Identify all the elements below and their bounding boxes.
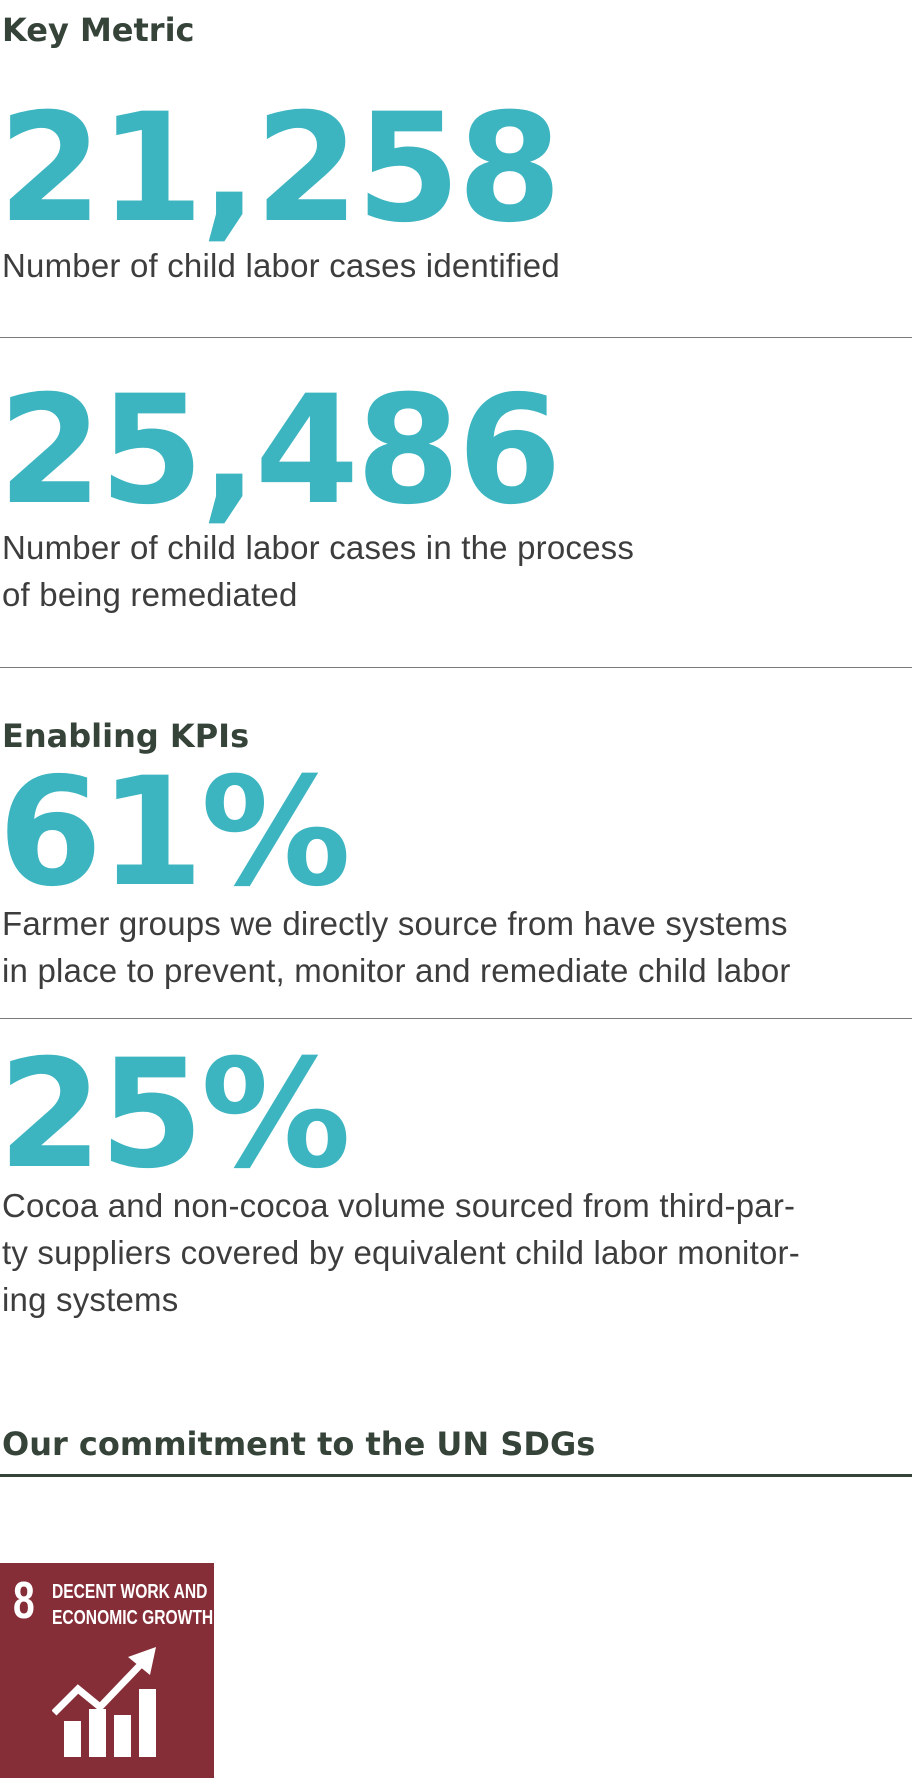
desc-line: in place to prevent, monitor and remedia… [2, 952, 791, 989]
metric-cases-identified-label: Number of child labor cases identified [2, 242, 560, 289]
kpi-third-party-label: Cocoa and non-cocoa volume sourced from … [2, 1182, 800, 1323]
kpi-farmer-groups-value: 61% [0, 746, 351, 920]
desc-line: of being remediated [2, 576, 298, 613]
sdg-8-tile: 8 DECENT WORK AND ECONOMIC GROWTH [0, 1563, 214, 1778]
metric-cases-remediated-label: Number of child labor cases in the proce… [2, 524, 634, 618]
key-metric-heading: Key Metric [2, 11, 195, 49]
growth-chart-icon [52, 1647, 156, 1757]
desc-line: ty suppliers covered by equivalent child… [2, 1234, 800, 1271]
sdg-number: 8 [13, 1572, 35, 1630]
sdg-title-line: DECENT WORK AND [52, 1581, 208, 1603]
desc-line: Cocoa and non-cocoa volume sourced from … [2, 1187, 796, 1224]
kpi-third-party-value: 25% [0, 1028, 351, 1202]
sdg-title-line: ECONOMIC GROWTH [52, 1607, 214, 1629]
enabling-kpis-heading: Enabling KPIs [2, 717, 250, 755]
desc-line: Farmer groups we directly source from ha… [2, 905, 788, 942]
divider [0, 337, 912, 338]
metric-cases-identified-value: 21,258 [0, 82, 562, 256]
metric-cases-remediated-value: 25,486 [0, 364, 562, 538]
kpi-farmer-groups-label: Farmer groups we directly source from ha… [2, 900, 791, 994]
divider [0, 667, 912, 668]
divider [0, 1018, 912, 1019]
sdg-heading: Our commitment to the UN SDGs [2, 1425, 596, 1463]
desc-line: Number of child labor cases in the proce… [2, 529, 635, 566]
desc-line: Number of child labor cases identified [2, 247, 560, 284]
sdg-divider [0, 1474, 912, 1477]
desc-line: ing systems [2, 1281, 179, 1318]
sdg-title: DECENT WORK AND ECONOMIC GROWTH [52, 1579, 213, 1631]
